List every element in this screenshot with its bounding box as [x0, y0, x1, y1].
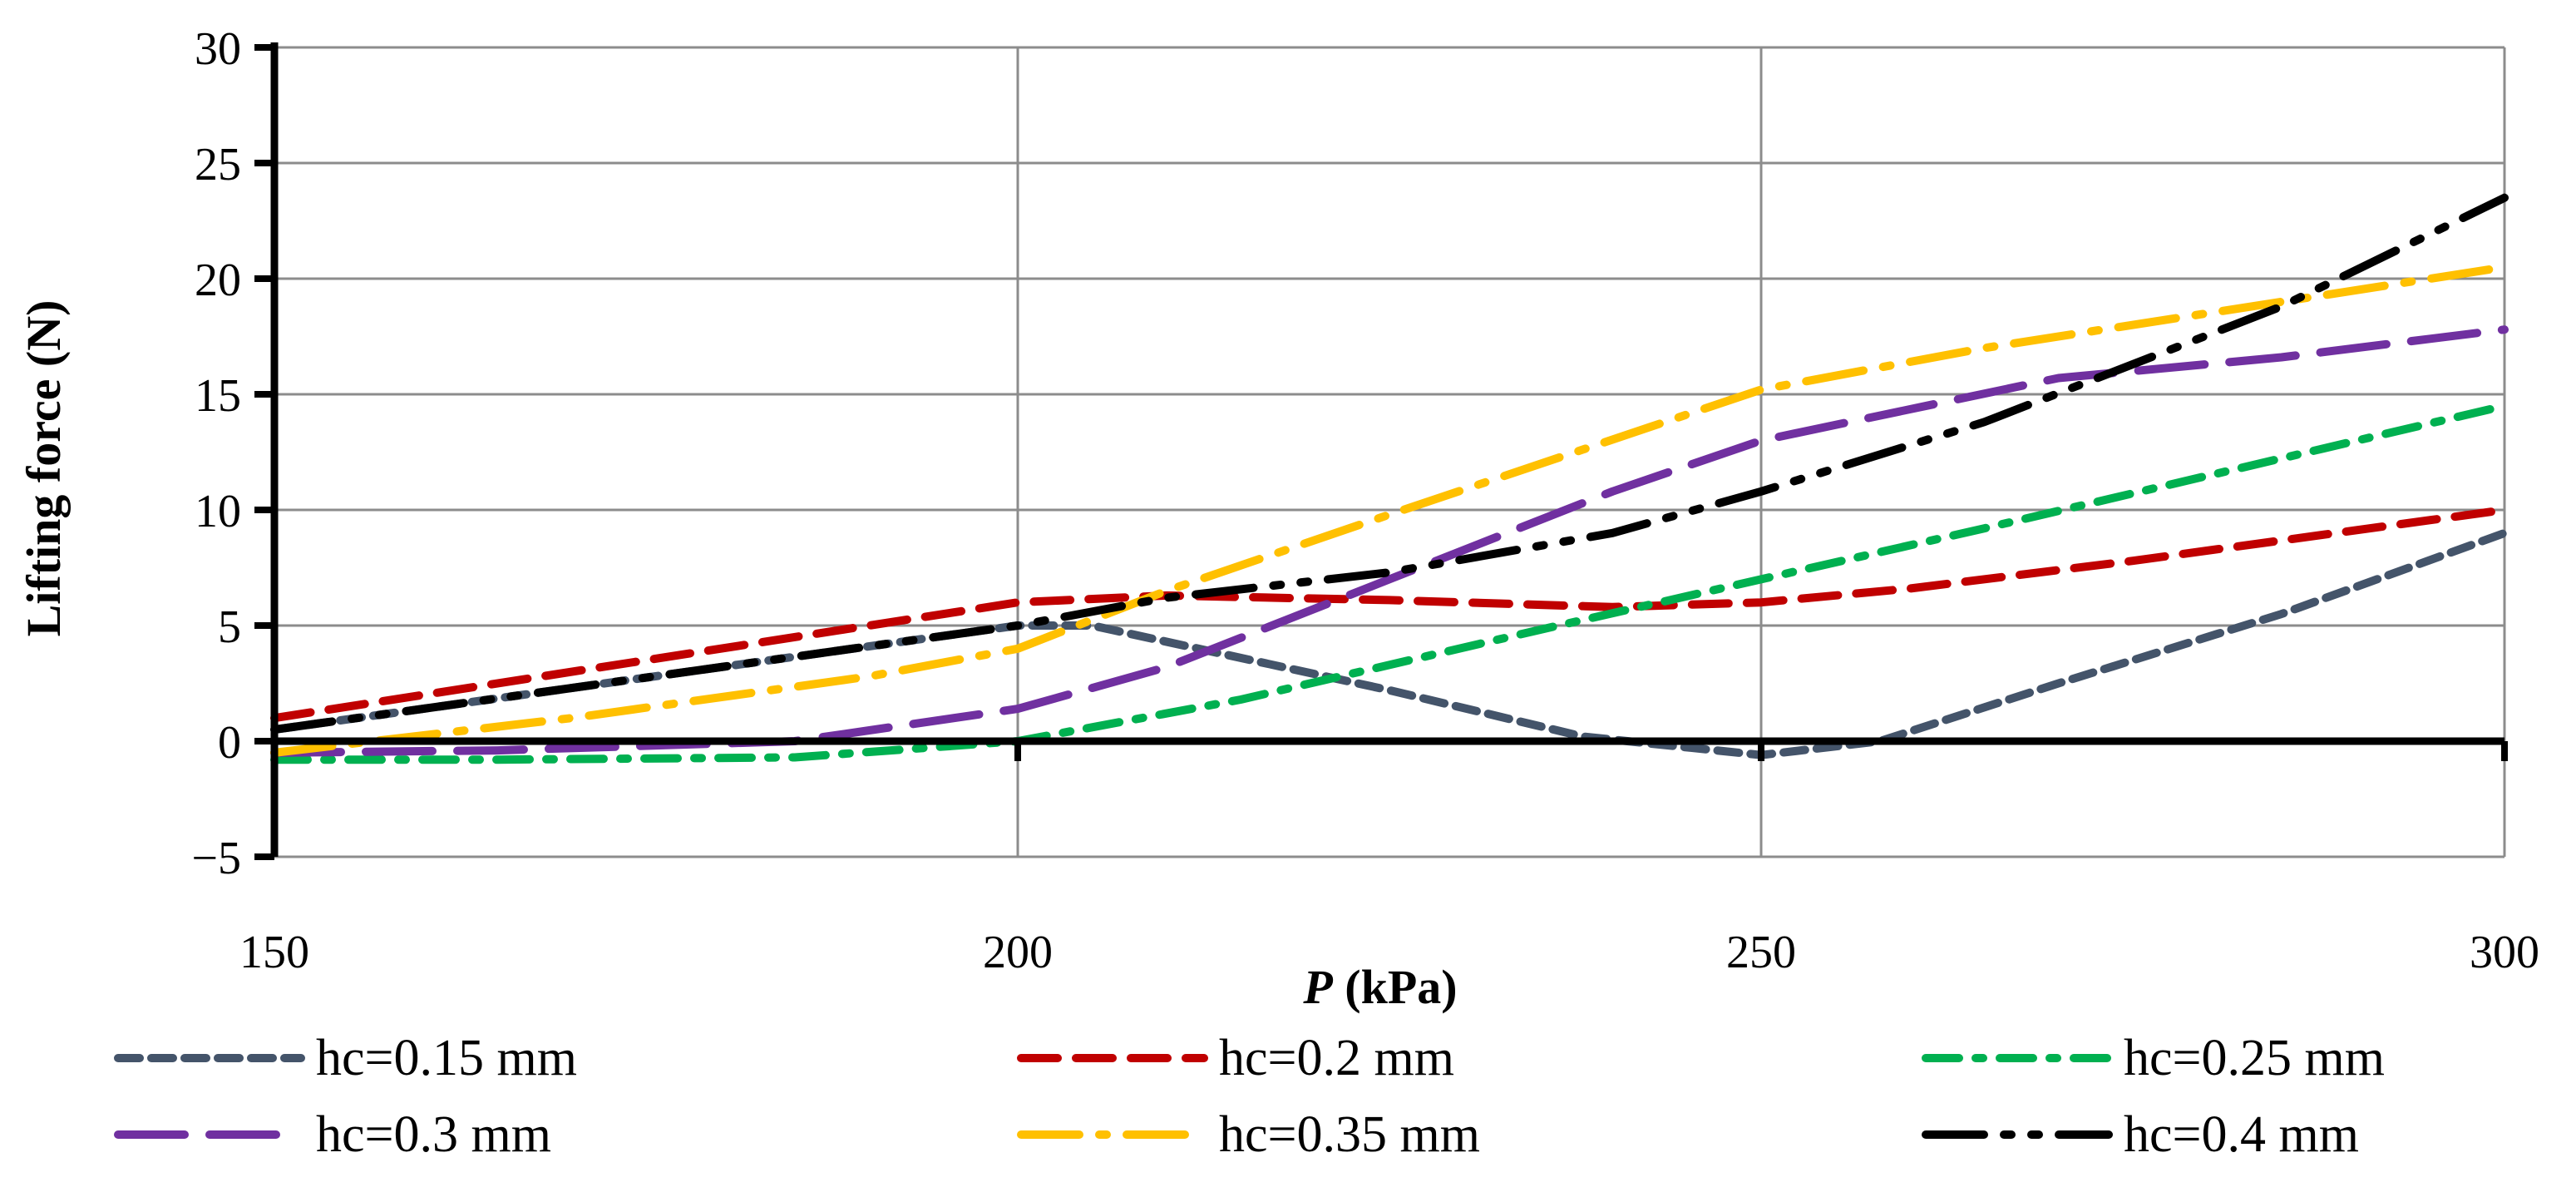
legend-label-5: hc=0.4 mm: [2124, 1106, 2359, 1163]
series-line-1: [270, 506, 2509, 723]
legend-label-1: hc=0.2 mm: [1219, 1030, 1454, 1086]
x-tick-label: 150: [239, 927, 309, 978]
gridlines: [274, 46, 2506, 858]
y-tick-label: 30: [195, 23, 241, 75]
legend: hc=0.15 mm hc=0.2 mm hc=0.25 mm hc=0.3 mm hc…: [114, 1030, 2385, 1163]
y-tick-label: −5: [191, 833, 241, 884]
x-tick-label: 250: [1726, 927, 1796, 978]
legend-label-3: hc=0.3 mm: [316, 1106, 551, 1163]
series-line-0: [270, 528, 2509, 759]
series-line-5: [270, 193, 2509, 735]
series-line-2: [270, 401, 2509, 764]
x-tick-label: 300: [2470, 927, 2539, 978]
x-axis-variable: P: [1302, 960, 1333, 1014]
legend-label-0: hc=0.15 mm: [316, 1030, 577, 1086]
legend-label-2: hc=0.25 mm: [2124, 1030, 2385, 1086]
axes: [254, 42, 2508, 860]
y-tick-label: 10: [195, 486, 241, 537]
y-tick-label: 5: [218, 601, 241, 653]
y-tick-label: 15: [195, 370, 241, 422]
x-axis-unit: (kPa): [1333, 960, 1458, 1014]
y-tick-label: 0: [218, 717, 241, 769]
y-tick-label: 20: [195, 255, 241, 306]
x-axis-title: P (kPa): [1302, 960, 1457, 1014]
y-axis-title: Lifting force (N): [17, 300, 71, 637]
x-tick-label: 200: [983, 927, 1053, 978]
series-line-4: [270, 263, 2509, 757]
tick-labels: −5 0 5 10 15 20 25 30 150 200 250 300: [191, 23, 2539, 978]
y-tick-label: 25: [195, 139, 241, 190]
legend-label-4: hc=0.35 mm: [1219, 1106, 1480, 1163]
